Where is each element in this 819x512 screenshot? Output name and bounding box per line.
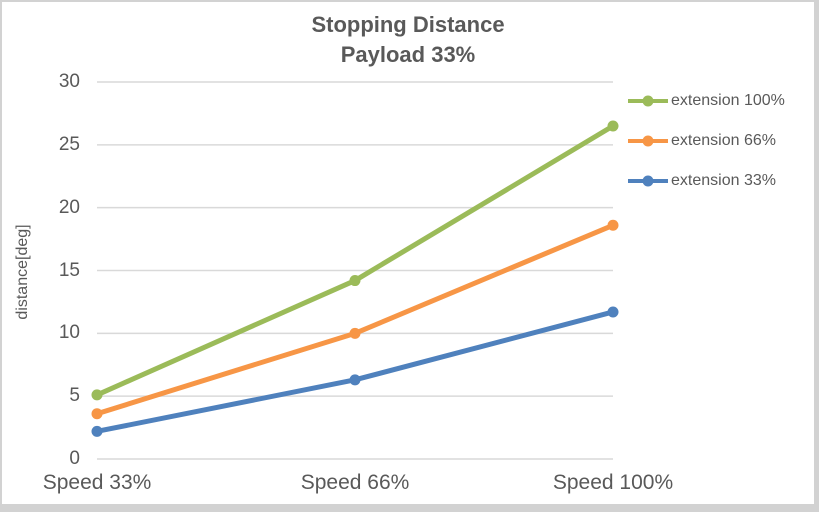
series-line-1 (94, 222, 616, 417)
legend-line-marker-icon (628, 135, 668, 147)
x-tick-label: Speed 33% (42, 471, 152, 494)
data-point-marker (91, 389, 103, 401)
y-tick-label: 0 (69, 448, 80, 469)
legend-label: extension 100% (671, 92, 785, 109)
y-tick-label: 15 (58, 259, 80, 281)
legend-item: extension 33% (628, 170, 785, 192)
legend-line-marker-icon (628, 95, 668, 107)
data-point-marker (607, 219, 619, 231)
y-tick-label: 5 (69, 385, 80, 407)
legend-dot-icon (642, 95, 654, 107)
legend-label: extension 33% (671, 172, 776, 189)
legend-dot-icon (642, 175, 654, 187)
data-point-marker (349, 275, 361, 287)
y-tick-label: 10 (58, 322, 80, 344)
data-point-marker (349, 374, 361, 386)
y-tick-label: 30 (58, 71, 80, 92)
chart-title: Stopping Distance Payload 33% (2, 10, 814, 70)
plot-area (91, 81, 619, 460)
data-point-marker (91, 425, 103, 437)
legend: extension 100% extension 66% extension 33% (628, 90, 785, 210)
legend-label: extension 66% (671, 132, 776, 149)
chart-title-line-2: Payload 33% (340, 42, 476, 67)
data-point-marker (607, 120, 619, 132)
legend-dot-icon (642, 135, 654, 147)
data-point-marker (607, 306, 619, 318)
y-tick-label: 25 (58, 133, 80, 155)
legend-item: extension 100% (628, 90, 785, 112)
chart-title-line-1: Stopping Distance (311, 12, 505, 37)
series-line-0 (94, 123, 616, 398)
chart-canvas: Stopping Distance Payload 33% distance[d… (2, 2, 814, 504)
x-tick-label: Speed 66% (300, 471, 410, 494)
legend-item: extension 66% (628, 130, 785, 152)
data-point-marker (349, 327, 361, 339)
data-point-marker (91, 408, 103, 420)
legend-line-marker-icon (628, 175, 668, 187)
y-tick-label: 20 (58, 196, 80, 218)
x-tick-label: Speed 100% (552, 471, 674, 494)
